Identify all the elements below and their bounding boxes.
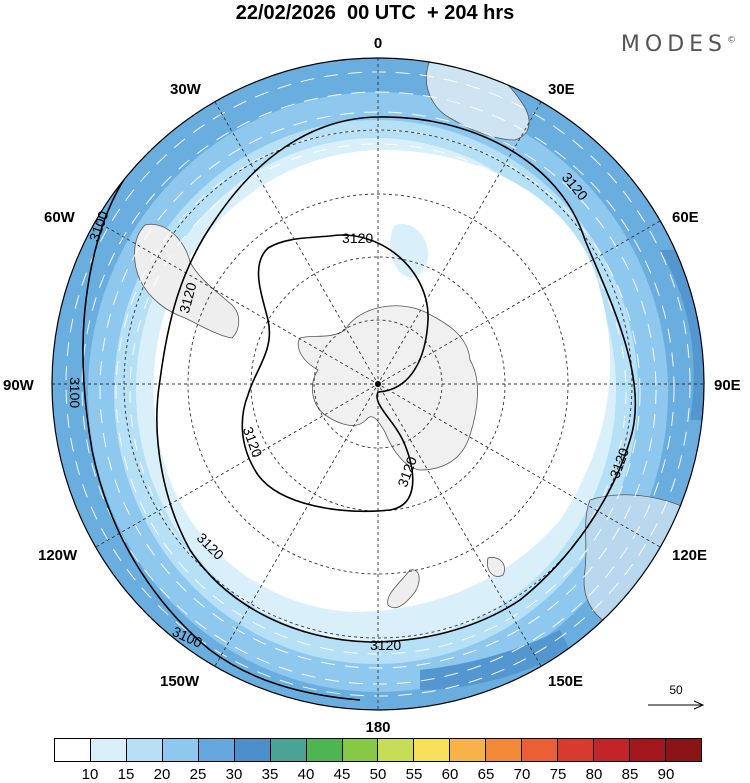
contour-label: 3120 (176, 281, 200, 315)
south-pole-marker (375, 381, 381, 387)
lon-label-30e: 30E (548, 81, 575, 98)
contour-label: 3100 (67, 377, 83, 408)
colorbar-swatch (55, 739, 91, 761)
colorbar-label: 25 (189, 766, 207, 783)
colorbar-label: 20 (153, 766, 171, 783)
colorbar-label: 15 (117, 766, 135, 783)
colorbar-swatch (306, 739, 343, 761)
lon-label-60w: 60W (44, 209, 76, 226)
lon-label-180: 180 (365, 719, 390, 736)
brand-name: MODES (620, 32, 727, 57)
lon-label-0: 0 (374, 35, 382, 52)
colorbar-swatch (594, 739, 630, 761)
colorbar-label: 10 (81, 766, 99, 783)
colorbar-swatch (665, 739, 701, 761)
tasmania-landmass (487, 557, 505, 577)
colorbar-swatch (450, 739, 487, 761)
colorbar-swatch (234, 739, 271, 761)
colorbar-label: 70 (513, 766, 531, 783)
colorbar-label: 60 (441, 766, 459, 783)
contour-3120-outer (156, 116, 637, 643)
colorbar: 10 15 20 25 30 35 40 45 50 55 60 65 70 75 80 85 90 (54, 738, 702, 783)
colorbar-swatch (522, 739, 559, 761)
longitude-label-group: 0 30E 60E 90E 120E 150E 180 150W 120W 90… (3, 35, 741, 736)
lon-label-90e: 90E (714, 377, 741, 394)
australia-landmass (583, 494, 701, 634)
colorbar-swatch (90, 739, 127, 761)
map-title: 22/02/2026 00 UTC + 204 hrs (235, 2, 515, 24)
colorbar-label: 35 (261, 766, 279, 783)
colorbar-swatch (270, 739, 307, 761)
colorbar-swatch (342, 739, 379, 761)
lon-label-60e: 60E (672, 209, 699, 226)
contour-label: 3120 (370, 637, 401, 653)
colorbar-swatch (378, 739, 415, 761)
lon-label-150w: 150W (160, 673, 200, 690)
antarctica-landmass (297, 305, 478, 471)
lon-label-120e: 120E (672, 547, 707, 564)
colorbar-swatches (54, 738, 702, 762)
reference-vector-label: 50 (669, 683, 683, 697)
wind-patch-15-20 (390, 223, 429, 278)
colorbar-label: 75 (549, 766, 567, 783)
lon-label-30w: 30W (170, 81, 202, 98)
colorbar-swatch (414, 739, 451, 761)
colorbar-label: 50 (369, 766, 387, 783)
colorbar-swatch (486, 739, 523, 761)
map-outline (51, 57, 705, 711)
colorbar-swatch (162, 739, 199, 761)
contour-label: 3120 (342, 230, 373, 246)
colorbar-label: 40 (297, 766, 315, 783)
contour-3120-inner (241, 234, 429, 513)
colorbar-label: 30 (225, 766, 243, 783)
lon-label-90w: 90W (3, 377, 35, 394)
colorbar-swatch (198, 739, 235, 761)
colorbar-swatch (630, 739, 666, 761)
brand-copyright-mark: © (727, 35, 736, 46)
colorbar-label: 90 (657, 766, 675, 783)
colorbar-label: 85 (621, 766, 639, 783)
lon-label-150e: 150E (548, 673, 583, 690)
colorbar-label: 80 (585, 766, 603, 783)
new-zealand-landmass (387, 569, 420, 609)
colorbar-label: 55 (405, 766, 423, 783)
brand-logo: MODES© (621, 32, 736, 57)
reference-vector: 50 (646, 683, 706, 713)
lon-label-120w: 120W (38, 547, 78, 564)
reference-vector-arrow-icon (648, 700, 705, 710)
colorbar-swatch (126, 739, 163, 761)
colorbar-swatch (558, 739, 595, 761)
colorbar-label: 45 (333, 766, 351, 783)
colorbar-label: 65 (477, 766, 495, 783)
